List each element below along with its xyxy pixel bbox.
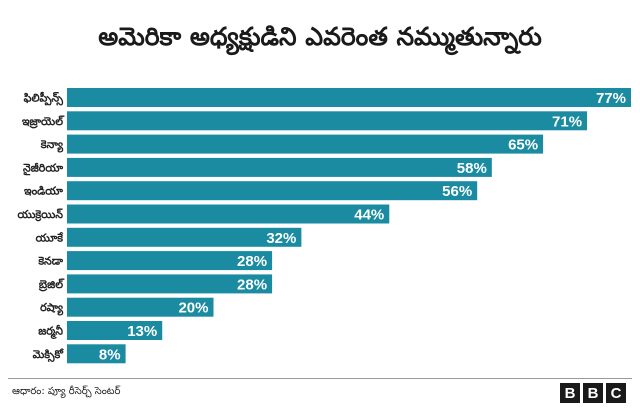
value-label: 58% xyxy=(457,160,487,177)
bar xyxy=(67,181,478,201)
chart-title: అమెరికా అధ్యక్షుడిని ఎవరెంత నమ్ముతున్నార… xyxy=(98,22,542,51)
category-label: రష్యా xyxy=(40,301,64,316)
bar xyxy=(67,251,273,271)
value-label: 77% xyxy=(596,90,626,107)
value-label: 65% xyxy=(508,137,538,154)
bar xyxy=(67,297,214,317)
category-label: కెన్యా xyxy=(40,138,64,153)
logo-letter: B xyxy=(560,383,580,403)
bar xyxy=(67,321,163,340)
value-label: 32% xyxy=(266,230,296,247)
value-label: 56% xyxy=(442,183,472,200)
category-label: ఇజ్రాయెల్ xyxy=(22,115,65,129)
category-label: జర్మనీ xyxy=(38,325,63,340)
bar xyxy=(67,204,390,224)
value-label: 28% xyxy=(237,253,267,270)
bar xyxy=(67,157,492,177)
category-label: యూకే xyxy=(36,231,65,244)
logo-letter: B xyxy=(583,383,603,403)
footer-divider xyxy=(8,378,632,379)
value-label: 71% xyxy=(552,113,582,130)
value-label: 44% xyxy=(354,207,384,224)
value-label: 20% xyxy=(178,300,208,317)
bar xyxy=(67,344,126,364)
category-label: యుక్రెయిన్ xyxy=(17,208,63,222)
source-note: ఆధారం: ప్యూ రీసెర్చ్ సెంటర్ xyxy=(12,386,121,397)
bar xyxy=(67,111,588,131)
bbc-logo: B B C xyxy=(560,383,626,403)
value-label: 8% xyxy=(99,346,121,363)
category-label: కెనడా xyxy=(37,255,63,268)
bar xyxy=(67,134,544,154)
logo-letter: C xyxy=(606,383,626,403)
category-label: బ్రెజిల్ xyxy=(38,278,65,292)
category-label: నైజీరియా xyxy=(23,161,63,175)
category-label: మెక్సికో xyxy=(33,348,65,363)
bar xyxy=(67,274,273,294)
value-label: 28% xyxy=(237,276,267,293)
category-label: ఫిలిప్పీన్స్ xyxy=(24,92,64,107)
category-label: ఇండియా xyxy=(24,185,63,198)
bar xyxy=(67,227,302,247)
bar xyxy=(67,88,631,107)
value-label: 13% xyxy=(127,323,157,340)
